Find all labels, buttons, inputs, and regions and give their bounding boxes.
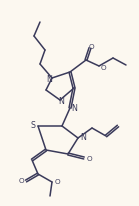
Text: N: N xyxy=(58,96,64,105)
Text: N: N xyxy=(46,75,52,83)
Text: N: N xyxy=(80,132,86,142)
Text: S: S xyxy=(30,122,35,130)
Text: O: O xyxy=(18,178,24,184)
Text: O: O xyxy=(54,179,60,185)
Text: O: O xyxy=(86,156,92,162)
Text: N: N xyxy=(71,103,77,112)
Text: O: O xyxy=(100,65,106,71)
Text: O: O xyxy=(88,44,94,50)
